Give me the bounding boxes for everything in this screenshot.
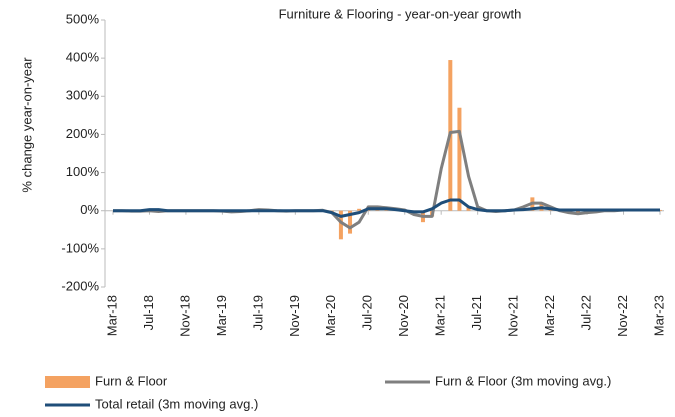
chart-title: Furniture & Flooring - year-on-year grow… — [279, 6, 522, 21]
x-tick-label: Mar-21 — [433, 295, 448, 336]
bar — [457, 107, 462, 211]
x-tick-label: Nov-22 — [615, 295, 630, 337]
legend-label: Total retail (3m moving avg.) — [95, 396, 258, 411]
x-tick-label: Nov-18 — [177, 295, 192, 337]
y-tick-label: 300% — [66, 88, 100, 103]
legend-label: Furn & Floor (3m moving avg.) — [435, 373, 611, 388]
x-tick-label: Nov-19 — [287, 295, 302, 337]
y-tick-label: 500% — [66, 11, 100, 26]
x-tick-label: Jul-18 — [141, 295, 156, 330]
y-tick-label: 0% — [80, 202, 99, 217]
x-tick-label: Jul-21 — [469, 295, 484, 330]
y-tick-label: 100% — [66, 164, 100, 179]
y-tick-label: 200% — [66, 126, 100, 141]
legend-label: Furn & Floor — [95, 373, 168, 388]
x-tick-label: Mar-22 — [542, 295, 557, 336]
bar — [357, 208, 362, 211]
y-tick-label: -200% — [61, 278, 99, 293]
bar — [575, 210, 580, 213]
bar — [348, 210, 353, 234]
x-tick-label: Jul-20 — [360, 295, 375, 330]
x-tick-label: Jul-22 — [579, 295, 594, 330]
line — [113, 198, 660, 218]
x-tick-label: Jul-19 — [250, 295, 265, 330]
x-tick-label: Nov-20 — [396, 295, 411, 337]
bar — [338, 210, 343, 240]
x-tick-label: Mar-18 — [104, 295, 119, 336]
bar — [466, 206, 471, 211]
legend-swatch — [45, 376, 90, 388]
y-axis-title: % change year-on-year — [19, 57, 34, 193]
y-tick-label: -100% — [61, 240, 99, 255]
y-tick-label: 400% — [66, 50, 100, 65]
x-tick-label: Mar-23 — [651, 295, 666, 336]
x-tick-label: Mar-20 — [323, 295, 338, 336]
x-tick-label: Nov-21 — [506, 295, 521, 337]
line — [113, 129, 660, 230]
x-tick-label: Mar-19 — [214, 295, 229, 336]
